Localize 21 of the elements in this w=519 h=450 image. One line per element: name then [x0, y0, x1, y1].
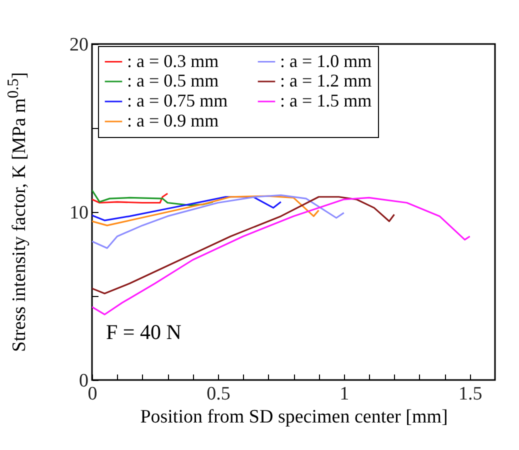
- line-series: [92, 189, 214, 206]
- y-tick-label: 20: [70, 34, 88, 56]
- legend-label: : a = 1.5 mm: [280, 90, 372, 110]
- x-tick-label: 0.5: [206, 384, 230, 404]
- legend-label: : a = 1.2 mm: [280, 70, 372, 90]
- x-tick-label: 1: [340, 384, 350, 404]
- line-series: [92, 194, 345, 249]
- legend-label: : a = 0.3 mm: [127, 50, 219, 71]
- line-series: [92, 195, 320, 226]
- line-series: [92, 192, 168, 204]
- legend-label: : a = 1.0 mm: [280, 50, 372, 71]
- line-series: [92, 196, 471, 316]
- legend-label: : a = 0.75 mm: [127, 90, 228, 110]
- y-tick-label: 10: [70, 202, 88, 224]
- line-series: [92, 196, 396, 294]
- legend-label: : a = 0.9 mm: [127, 110, 219, 130]
- x-tick-label: 1.5: [458, 384, 482, 404]
- y-tick-label: 0: [79, 370, 88, 392]
- annotation: F = 40 N: [106, 320, 182, 344]
- legend-label: : a = 0.5 mm: [127, 70, 219, 90]
- x-axis-title: Position from SD specimen center [mm]: [140, 406, 448, 428]
